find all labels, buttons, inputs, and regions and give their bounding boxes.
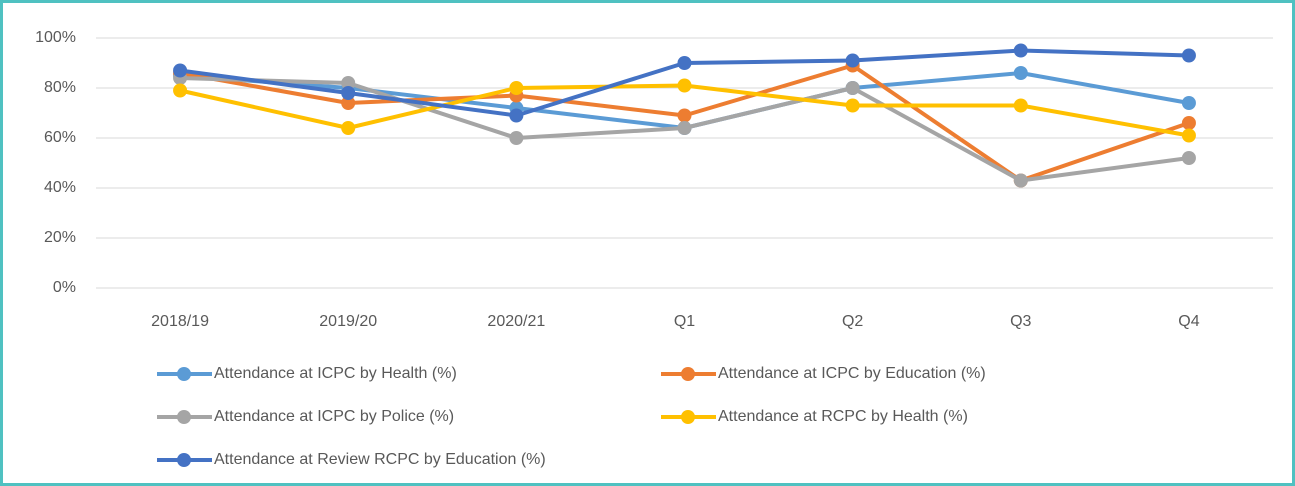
data-point [509, 131, 524, 145]
legend-label: Attendance at RCPC by Health (%) [718, 408, 968, 425]
data-point [341, 76, 356, 90]
x-tick-label: 2018/19 [151, 313, 209, 330]
data-point [1013, 43, 1028, 58]
data-point [677, 56, 692, 70]
data-point [1181, 96, 1196, 110]
x-tick-label: Q2 [842, 313, 863, 330]
legend-marker [681, 367, 695, 381]
data-point [1013, 173, 1028, 188]
data-point [677, 108, 692, 123]
data-point [845, 53, 860, 68]
legend-label: Attendance at ICPC by Health (%) [214, 365, 457, 382]
y-tick-label: 0% [53, 279, 76, 296]
y-tick-label: 100% [35, 29, 76, 46]
data-point [1181, 151, 1196, 165]
data-point [845, 98, 860, 113]
x-tick-label: Q4 [1178, 313, 1199, 330]
legend-marker [177, 453, 191, 467]
data-point [341, 86, 356, 100]
legend-marker [681, 410, 695, 424]
data-point [173, 83, 188, 98]
data-point [1181, 116, 1196, 130]
data-point [341, 121, 356, 135]
y-tick-label: 80% [44, 79, 76, 96]
legend-label: Attendance at Review RCPC by Education (… [214, 451, 546, 468]
data-point [1013, 66, 1028, 80]
x-tick-label: Q3 [1010, 313, 1031, 330]
data-point [1013, 98, 1028, 113]
legend-marker [177, 410, 191, 424]
data-point [509, 108, 524, 123]
data-point [173, 63, 188, 78]
data-point [341, 96, 356, 110]
data-point [509, 81, 524, 95]
data-point [845, 81, 860, 95]
legend-marker [177, 367, 191, 381]
data-point [677, 121, 692, 135]
x-tick-label: 2020/21 [487, 313, 545, 330]
data-point [1181, 128, 1196, 143]
data-point [677, 78, 692, 93]
x-tick-label: Q1 [674, 313, 695, 330]
y-tick-label: 20% [44, 229, 76, 246]
y-tick-label: 60% [44, 129, 76, 146]
legend-label: Attendance at ICPC by Education (%) [718, 365, 986, 382]
data-point [1181, 48, 1196, 63]
y-tick-label: 40% [44, 179, 76, 196]
x-tick-label: 2019/20 [319, 313, 377, 330]
legend-label: Attendance at ICPC by Police (%) [214, 408, 454, 425]
